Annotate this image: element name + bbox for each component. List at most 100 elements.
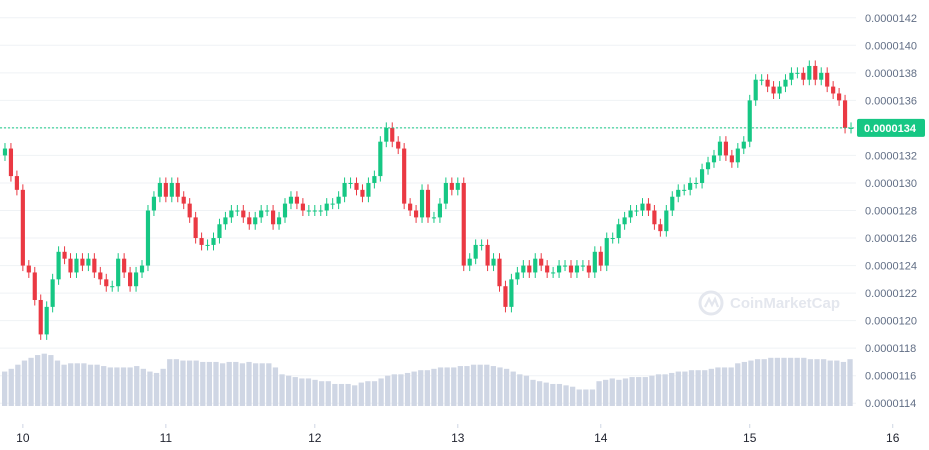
volume-bar xyxy=(41,353,47,406)
candle xyxy=(38,294,43,340)
x-tick-label: 11 xyxy=(160,431,173,445)
candle xyxy=(116,253,121,292)
candle-body xyxy=(318,210,323,212)
volume-bar xyxy=(120,367,127,406)
candle xyxy=(765,74,770,93)
candle xyxy=(777,81,782,99)
candle xyxy=(205,239,210,251)
candle-body xyxy=(753,79,758,101)
candle-body xyxy=(449,182,454,190)
candle xyxy=(199,232,204,251)
volume-bar xyxy=(404,372,411,406)
candle xyxy=(229,204,234,223)
candle-body xyxy=(711,155,717,163)
candle-body xyxy=(503,286,508,307)
volume-bar xyxy=(246,361,252,406)
candle xyxy=(449,177,454,196)
candle xyxy=(842,94,848,134)
candle-body xyxy=(348,182,353,184)
candle xyxy=(390,122,395,148)
volume-bar xyxy=(563,385,569,406)
candle xyxy=(688,177,693,196)
candle-body xyxy=(151,196,157,211)
volume-bar xyxy=(794,357,800,406)
volume-bar xyxy=(629,377,635,406)
candle-body xyxy=(229,210,234,218)
volume-bar xyxy=(418,370,424,406)
candle-body xyxy=(765,79,770,87)
candle-body xyxy=(62,251,67,259)
volume-bar xyxy=(682,371,688,406)
y-tick-label: 0.0000126 xyxy=(865,233,917,245)
volume-bar xyxy=(127,367,133,406)
candle-body xyxy=(235,210,240,212)
candle-body xyxy=(735,148,740,163)
candle xyxy=(74,253,79,278)
candle xyxy=(741,136,746,155)
volume-bar xyxy=(741,361,748,406)
y-tick-label: 0.0000124 xyxy=(865,261,917,273)
candle xyxy=(616,218,621,244)
volume-bar xyxy=(702,370,708,406)
candle xyxy=(14,170,19,196)
y-tick-label: 0.0000140 xyxy=(865,40,917,52)
volume-bar xyxy=(457,366,464,406)
candle-body xyxy=(408,203,413,211)
volume-bar xyxy=(365,381,371,406)
volume-bar xyxy=(774,357,781,406)
candle xyxy=(717,136,723,161)
volume-bar xyxy=(173,359,180,406)
candle-body xyxy=(759,79,764,81)
volume-bar xyxy=(147,371,153,406)
volume-bar xyxy=(292,377,298,406)
candle-body xyxy=(616,224,621,239)
volume-bar xyxy=(8,368,14,406)
candle-body xyxy=(610,238,615,240)
y-tick-label: 0.0000136 xyxy=(865,95,917,107)
candle xyxy=(592,246,597,278)
candle xyxy=(509,273,514,313)
watermark: CoinMarketCap xyxy=(698,290,840,316)
candle xyxy=(8,143,14,182)
candle xyxy=(288,191,294,210)
candle-body xyxy=(360,189,365,197)
candle xyxy=(574,260,580,278)
candle-body xyxy=(372,176,377,183)
candle xyxy=(324,198,329,217)
coinmarketcap-logo-mark-icon xyxy=(704,296,720,308)
candle xyxy=(568,260,574,278)
volume-bar xyxy=(847,359,853,406)
candle xyxy=(586,260,591,278)
volume-bar xyxy=(153,372,160,406)
candle-body xyxy=(527,265,532,273)
candle xyxy=(294,191,300,210)
y-tick-label: 0.0000114 xyxy=(865,398,916,410)
x-tick-label: 12 xyxy=(308,431,322,445)
candle xyxy=(128,266,133,292)
volume-bar xyxy=(193,360,199,406)
volume-bar xyxy=(464,366,470,406)
candle-body xyxy=(211,238,216,245)
candle xyxy=(837,87,842,106)
candle xyxy=(44,301,49,340)
volume-bar xyxy=(576,389,582,406)
candle xyxy=(384,122,389,148)
candle-body xyxy=(431,217,437,219)
candle-body xyxy=(437,203,443,218)
volume-bar xyxy=(48,355,54,406)
volume-bar xyxy=(272,367,279,406)
candle xyxy=(485,239,490,272)
candle-body xyxy=(497,258,502,287)
candle-body xyxy=(205,244,210,246)
candle xyxy=(360,184,365,203)
volume-bar xyxy=(226,361,232,406)
volume-bar xyxy=(781,357,787,406)
watermark-text: CoinMarketCap xyxy=(730,295,840,312)
candle xyxy=(265,204,270,217)
volume-bar xyxy=(200,361,206,406)
volume-bar xyxy=(94,364,100,406)
volume-bar xyxy=(107,367,113,406)
candle xyxy=(56,246,61,285)
